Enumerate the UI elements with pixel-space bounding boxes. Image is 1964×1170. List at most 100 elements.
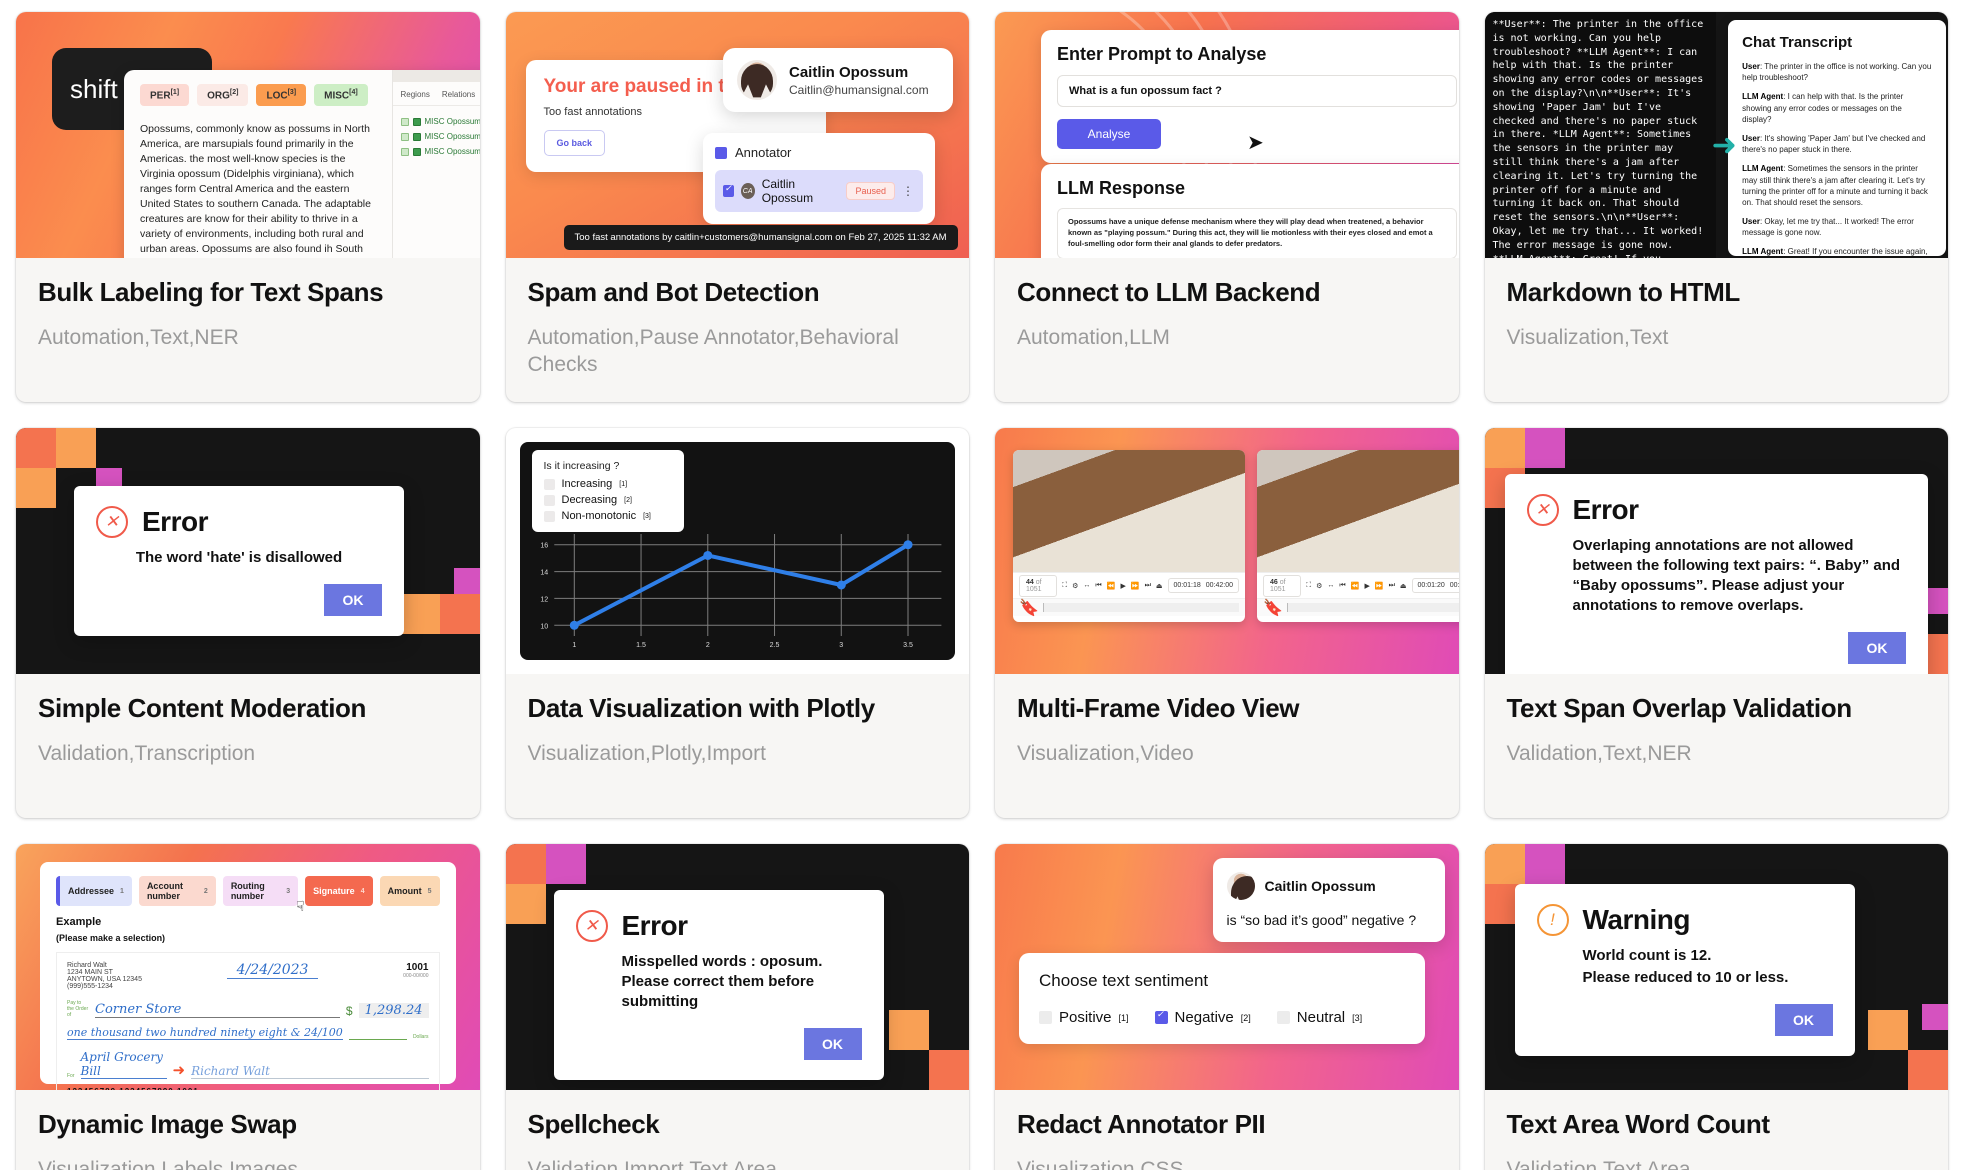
list-item[interactable]: MISC Opossums bbox=[393, 129, 480, 144]
skip-start-icon[interactable]: ⏮ bbox=[1339, 581, 1346, 589]
loop-icon[interactable]: ↔ bbox=[1083, 582, 1091, 589]
rewind-icon[interactable]: ⏪ bbox=[1350, 582, 1360, 590]
visibility-icon[interactable] bbox=[400, 132, 409, 141]
template-card-bulk-labeling[interactable]: shift PER[1] ORG[2] LOC[3] bbox=[16, 12, 480, 402]
option-negative[interactable]: Negative [2] bbox=[1154, 1009, 1251, 1026]
timeline-track[interactable]: 🔖 bbox=[1013, 598, 1245, 617]
template-card-spam-detection[interactable]: Your are paused in this project Too fast… bbox=[505, 12, 969, 402]
screenshot-icon[interactable]: ⏏ bbox=[1155, 582, 1163, 590]
for-label: For bbox=[67, 1073, 75, 1079]
play-icon[interactable]: ▶ bbox=[1364, 582, 1370, 590]
card-thumbnail: 44 of 1051 ⛶ ⚙ ↔ ⏮ ⏪ ▶ ⏩ ⏭ ⏏ 00:01:18 00:… bbox=[995, 428, 1459, 674]
template-card-span-overlap[interactable]: ✕ Error Overlaping annotations are not a… bbox=[1484, 428, 1948, 818]
scrub-bar[interactable] bbox=[1286, 603, 1459, 612]
skip-start-icon[interactable]: ⏮ bbox=[1095, 581, 1102, 589]
screenshot-icon[interactable]: ⏏ bbox=[1399, 582, 1407, 590]
frame-total: of 1051 bbox=[1270, 578, 1286, 593]
label-routing-number[interactable]: Routing number 3 bbox=[222, 876, 299, 906]
forward-icon[interactable]: ⏩ bbox=[1374, 582, 1384, 590]
transcript-text: The printer in the office is not working… bbox=[1742, 62, 1932, 83]
label-swatch-icon bbox=[412, 147, 421, 156]
template-card-redact-pii[interactable]: Caitlin Opossum is “so bad it’s good” ne… bbox=[995, 844, 1459, 1170]
check-signature: Richard Walt bbox=[191, 1064, 429, 1079]
tab-relations[interactable]: Relations bbox=[441, 90, 476, 99]
label-amount[interactable]: Amount 5 bbox=[379, 876, 440, 906]
ok-button[interactable]: OK bbox=[1848, 632, 1906, 665]
page-title: Spam and Bot Detection bbox=[527, 277, 820, 307]
template-card-llm-backend[interactable]: Enter Prompt to Analyse What is a fun op… bbox=[995, 12, 1459, 402]
checkbox-checked-icon[interactable] bbox=[1154, 1009, 1168, 1024]
ok-button[interactable]: OK bbox=[1774, 1004, 1833, 1037]
template-card-spellcheck[interactable]: ✕ Error Misspelled words : oposum. Pleas… bbox=[505, 844, 969, 1170]
visibility-icon[interactable] bbox=[400, 117, 409, 126]
checkbox-icon[interactable] bbox=[543, 510, 555, 522]
template-card-dynamic-image-swap[interactable]: Addressee 1 Account number 2 Routing numbe… bbox=[16, 844, 480, 1170]
label-tag-misc[interactable]: MISC[4] bbox=[314, 84, 368, 107]
video-controls[interactable]: 46 of 1051 ⛶ ⚙ ↔ ⏮ ⏪ ▶ ⏩ ⏭ ⏏ 00:01:2000:… bbox=[1257, 572, 1459, 598]
fullscreen-icon[interactable]: ⛶ bbox=[1062, 581, 1068, 589]
checkbox-icon[interactable] bbox=[543, 478, 555, 490]
option-index: [1] bbox=[619, 480, 628, 488]
video-controls[interactable]: 44 of 1051 ⛶ ⚙ ↔ ⏮ ⏪ ▶ ⏩ ⏭ ⏏ 00:01:18 00:… bbox=[1013, 572, 1245, 598]
regions-list: MISC Opossums MISC Opossums MISC Opossum… bbox=[393, 106, 480, 159]
sidebar-tabs[interactable]: Regions Relations bbox=[392, 82, 480, 106]
ok-button[interactable]: OK bbox=[803, 1028, 862, 1061]
label-num: 1 bbox=[120, 887, 124, 895]
checkbox-icon[interactable] bbox=[1039, 1011, 1052, 1024]
checkbox-icon[interactable] bbox=[1276, 1011, 1290, 1024]
option-increasing[interactable]: Increasing [1] bbox=[543, 478, 672, 490]
go-back-button[interactable]: Go back bbox=[543, 130, 606, 156]
settings-icon[interactable]: ⚙ bbox=[1072, 582, 1079, 590]
template-card-content-moderation[interactable]: ✕ Error The word 'hate' is disallowed OK… bbox=[16, 428, 480, 818]
skip-end-icon[interactable]: ⏭ bbox=[1144, 581, 1151, 589]
label-tag-per[interactable]: PER[1] bbox=[140, 84, 190, 107]
option-positive[interactable]: Positive [1] bbox=[1039, 1009, 1129, 1026]
settings-icon[interactable]: ⚙ bbox=[1316, 582, 1323, 590]
checkbox-icon[interactable] bbox=[723, 183, 734, 197]
label-tag-org[interactable]: ORG[2] bbox=[197, 84, 249, 107]
template-card-plotly[interactable]: 1 1.5 2 2.5 3 3.5 10 12 14 16 Is it increasing ?… bbox=[505, 428, 969, 818]
warning-exclamation-icon: ! bbox=[1536, 904, 1569, 936]
play-icon[interactable]: ▶ bbox=[1120, 582, 1126, 590]
template-card-word-count[interactable]: ! Warning World count is 12. Please redu… bbox=[1484, 844, 1948, 1170]
scrub-bar[interactable] bbox=[1042, 603, 1239, 612]
checkbox-icon[interactable] bbox=[543, 494, 555, 506]
video-frame-2[interactable]: 46 of 1051 ⛶ ⚙ ↔ ⏮ ⏪ ▶ ⏩ ⏭ ⏏ 00:01:2000:… bbox=[1257, 450, 1459, 622]
page-title: Markdown to HTML bbox=[1506, 277, 1741, 307]
svg-text:12: 12 bbox=[540, 596, 548, 603]
label-account-number[interactable]: Account number 2 bbox=[138, 876, 216, 906]
timeline-track[interactable]: 🔖 bbox=[1257, 598, 1459, 617]
loop-icon[interactable]: ↔ bbox=[1327, 582, 1335, 589]
dialog-title: Error bbox=[1572, 494, 1639, 525]
kebab-menu-icon[interactable]: ⋮ bbox=[902, 184, 915, 198]
tab-regions[interactable]: Regions bbox=[400, 90, 430, 99]
time-display: 00:01:20 00:42:00 bbox=[1411, 578, 1459, 593]
template-card-markdown-to-html[interactable]: **User**: The printer in the office is n… bbox=[1484, 12, 1948, 402]
prompt-input[interactable]: What is a fun opossum fact ? bbox=[1057, 75, 1457, 107]
label-tag-loc[interactable]: LOC[3] bbox=[256, 84, 307, 107]
region-label: MISC Opossums bbox=[424, 117, 480, 126]
visibility-icon[interactable] bbox=[400, 147, 409, 156]
rewind-icon[interactable]: ⏪ bbox=[1106, 582, 1116, 590]
forward-icon[interactable]: ⏩ bbox=[1130, 582, 1140, 590]
option-non-monotonic[interactable]: Non-monotonic [3] bbox=[543, 510, 672, 522]
option-neutral[interactable]: Neutral [3] bbox=[1276, 1009, 1362, 1026]
template-card-multiframe-video[interactable]: 44 of 1051 ⛶ ⚙ ↔ ⏮ ⏪ ▶ ⏩ ⏭ ⏏ 00:01:18 00:… bbox=[995, 428, 1459, 818]
annotator-header: Annotator bbox=[715, 145, 923, 160]
annotator-row[interactable]: CA Caitlin Opossum Paused ⋮ bbox=[715, 170, 923, 212]
skip-end-icon[interactable]: ⏭ bbox=[1388, 581, 1395, 589]
list-item[interactable]: MISC Opossums bbox=[393, 114, 480, 129]
question-text: Is it increasing ? bbox=[543, 460, 620, 472]
video-frame-1[interactable]: 44 of 1051 ⛶ ⚙ ↔ ⏮ ⏪ ▶ ⏩ ⏭ ⏏ 00:01:18 00:… bbox=[1013, 450, 1245, 622]
label-addressee[interactable]: Addressee 1 bbox=[56, 876, 132, 906]
analyse-button[interactable]: Analyse bbox=[1057, 119, 1161, 149]
option-index: [1] bbox=[1118, 1012, 1129, 1023]
comment-card: Caitlin Opossum is “so bad it’s good” ne… bbox=[1212, 858, 1445, 942]
list-item[interactable]: MISC Opossums bbox=[393, 144, 480, 159]
label-signature[interactable]: Signature 4 bbox=[305, 876, 373, 906]
payer-address2: ANYTOWN, USA 12345 bbox=[67, 976, 142, 983]
option-decreasing[interactable]: Decreasing [2] bbox=[543, 494, 672, 506]
ok-button[interactable]: OK bbox=[324, 584, 382, 617]
pay-to-label: Pay to the Order of bbox=[67, 1000, 89, 1018]
fullscreen-icon[interactable]: ⛶ bbox=[1306, 581, 1312, 589]
